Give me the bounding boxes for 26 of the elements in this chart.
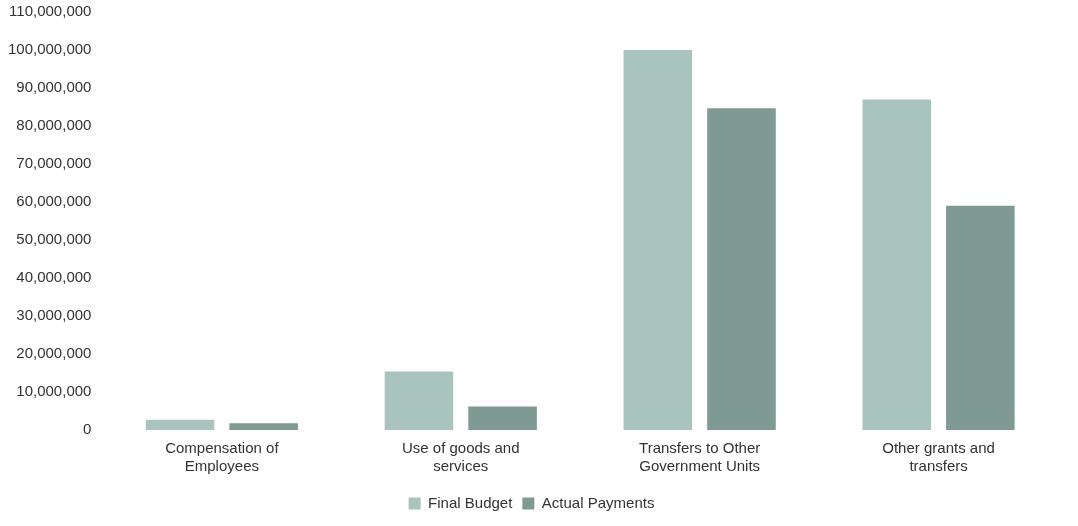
bar	[384, 371, 454, 430]
bar	[862, 99, 932, 430]
legend-label: Final Budget	[428, 493, 514, 511]
bar	[468, 406, 537, 430]
y-tick-label: 10,000,000	[16, 382, 92, 400]
x-tick-label: Other grants and transfers	[882, 439, 995, 475]
bar	[145, 419, 215, 430]
x-tick-label: Transfers to Other Government Units	[639, 439, 761, 475]
y-tick-label: 90,000,000	[16, 78, 92, 96]
bar	[707, 108, 776, 430]
x-tick-label: Compensation of Employees	[165, 439, 280, 475]
y-tick-label: 0	[83, 420, 92, 438]
x-tick-label: Use of goods and services	[401, 439, 520, 475]
bar	[623, 50, 693, 430]
y-tick-label: 110,000,000	[9, 2, 92, 20]
y-tick-label: 50,000,000	[16, 230, 92, 248]
legend-label: Actual Payments	[541, 493, 655, 511]
y-tick-label: 60,000,000	[16, 192, 92, 210]
y-tick-label: 70,000,000	[16, 154, 92, 172]
y-tick-label: 80,000,000	[16, 116, 92, 134]
bar	[946, 205, 1015, 430]
y-tick-label: 30,000,000	[16, 306, 92, 324]
y-tick-label: 100,000,000	[7, 40, 92, 58]
bar	[229, 423, 298, 430]
y-tick-label: 40,000,000	[16, 268, 92, 286]
y-tick-label: 20,000,000	[16, 344, 92, 362]
